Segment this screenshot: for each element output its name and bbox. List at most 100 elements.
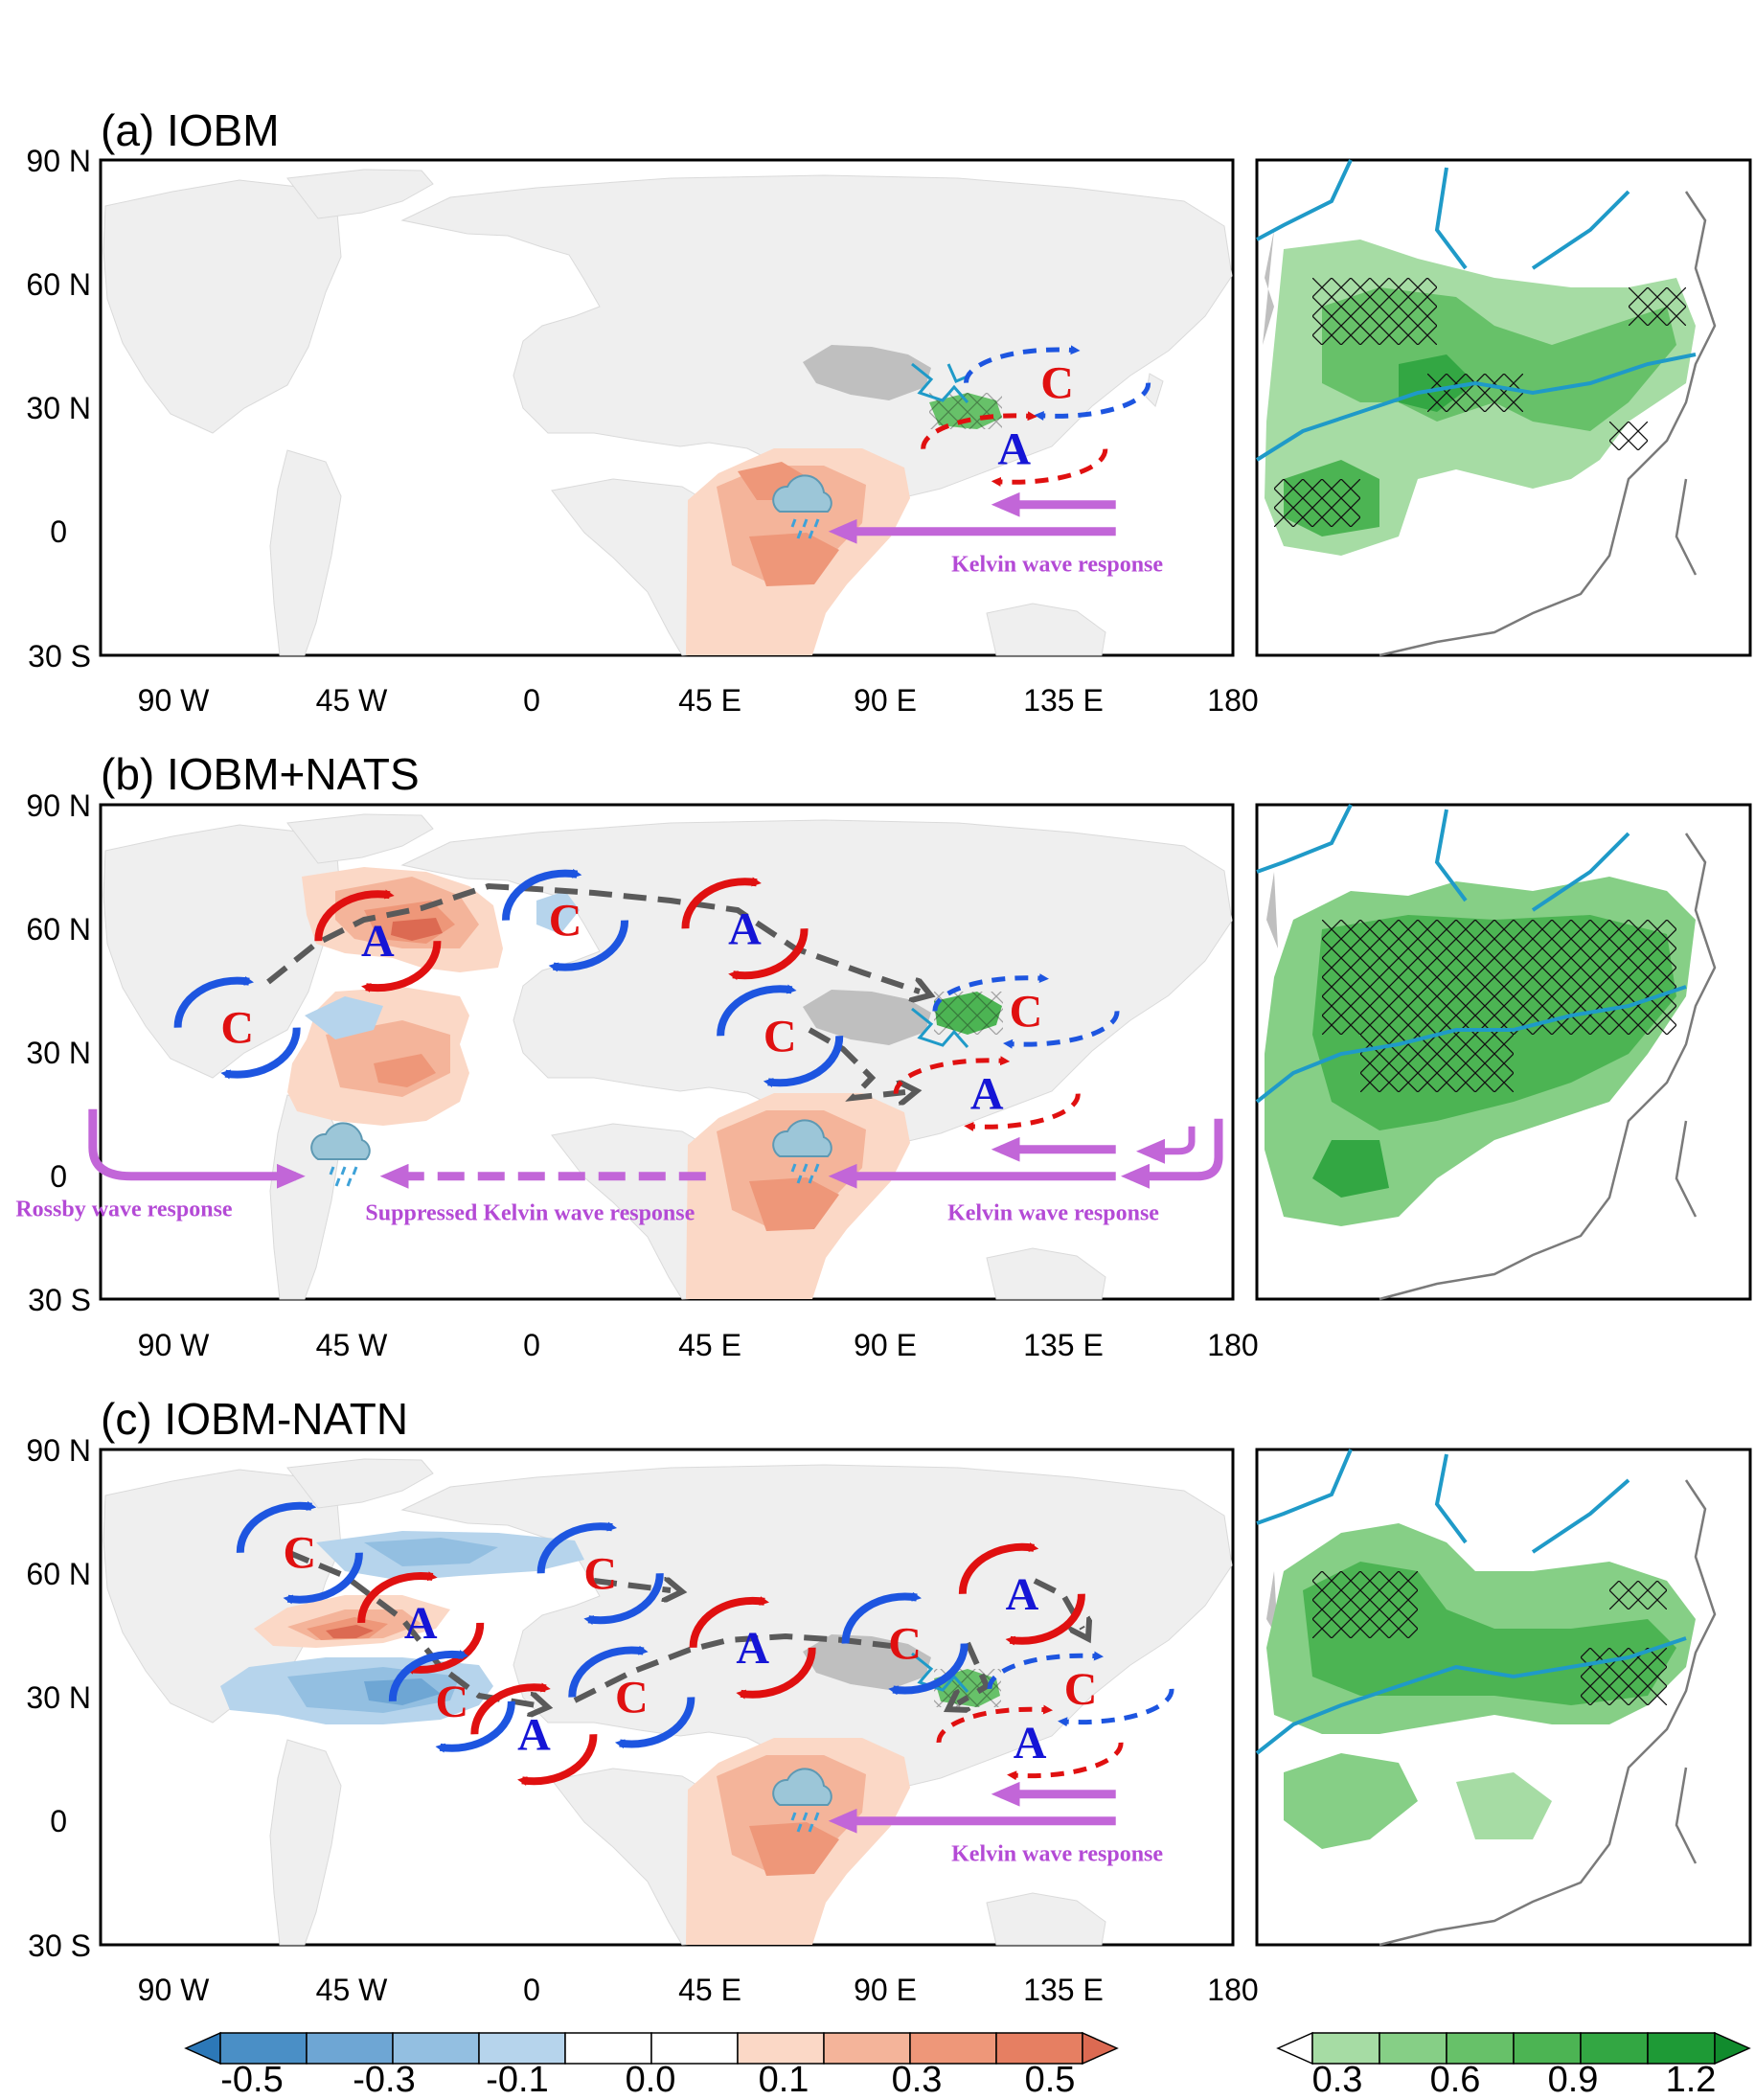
lat-tick: 60 N [26,1557,91,1591]
colorbar-swatch [478,2032,566,2065]
wave-response-arrow: Suppressed Kelvin wave response [365,1163,706,1226]
lon-tick: 135 E [1023,1328,1104,1362]
wave-response-arrow [1121,1118,1223,1189]
circulation-anticyclone: A [958,1542,1085,1646]
circulation-label: C [1040,358,1074,409]
colorbar-swatch [306,2032,394,2065]
colorbar-swatch [1446,2032,1515,2065]
circulation-label: C [583,1548,617,1599]
colorbar-swatch [1647,2032,1716,2065]
wave-response-arrow: Kelvin wave response [828,1781,1163,1866]
circulation-label: A [1006,1569,1039,1620]
regional-map [1255,1448,1752,1947]
lat-axis: 90 N 60 N 30 N 0 30 S [26,144,91,673]
lat-tick: 90 N [26,144,91,178]
wave-response-arrow: Kelvin wave response [828,1136,1159,1226]
rotation-arrow [1005,1593,1085,1646]
wave-label: Kelvin wave response [951,552,1163,577]
circulation-cyclone: C [932,973,1120,1049]
rotation-arrow [958,1542,1039,1594]
rotation-arrow [932,973,1049,1012]
colorbar-swatch [1580,2032,1649,2065]
rotation-arrow [987,1651,1105,1690]
rotation-arrow [517,1734,598,1786]
circulation-label: A [404,1598,438,1649]
land-mask [103,813,1233,1300]
colorbar-extend-low [1276,2031,1313,2066]
lat-tick: 0 [50,1804,67,1838]
panel-c: (c) IOBM-NATN [26,1394,1752,2007]
lon-tick: 90 W [138,683,210,718]
circulation-label: A [970,1069,1004,1120]
lat-tick: 30 S [28,1929,91,1963]
circulation-cyclone: C [964,345,1151,421]
circulation-label: C [284,1528,317,1579]
colorbar-swatches [1276,2031,1751,2066]
circulation-cyclone: C [841,1591,969,1696]
wave-response-arrow: Rossby wave response [15,1108,306,1221]
colorbar-swatch [1311,2032,1380,2065]
colorbar-swatch [650,2032,739,2065]
precip-colorbar: 0.3 0.6 0.9 1.2 [1276,2031,1751,2100]
rotation-arrow [964,345,1081,383]
circulation-cyclone: C [717,984,844,1087]
lat-tick: 30 N [26,1680,91,1715]
panel-b: (b) IOBM+NATS [15,749,1752,1362]
colorbar-extend-low [184,2031,221,2066]
rotation-arrow [357,1571,438,1624]
rotation-arrow [314,889,395,942]
wave-response-arrow [1136,1126,1196,1164]
rotation-arrow [548,920,629,972]
lat-tick: 90 N [26,788,91,823]
rotation-arrow [435,1701,515,1753]
circulation-label: C [1064,1664,1098,1715]
colorbar-label: -0.5 [220,2060,283,2100]
lat-tick: 0 [50,514,67,549]
tibetan-plateau [803,990,931,1045]
colorbar-extend-high [1714,2031,1751,2066]
rotation-arrow [1007,1742,1124,1781]
lon-tick: 90 W [138,1328,210,1362]
lon-tick: 90 W [138,1973,210,2007]
lon-tick: 45 W [316,1973,388,2007]
rotation-arrow [964,1093,1081,1131]
circulation-label: A [997,424,1031,475]
circulation-label: C [1010,986,1043,1037]
rotation-arrow [470,1682,551,1735]
wave-arrows: Kelvin wave response [828,491,1163,577]
rotation-arrow [220,1027,301,1080]
rotation-arrow [681,877,762,929]
sst-anomaly [287,867,910,1299]
circulation-anticyclone: A [681,877,809,980]
rotation-arrow [283,1552,363,1605]
lon-tick: 0 [523,1328,540,1362]
rotation-arrow [841,1591,922,1644]
lon-tick: 90 E [854,1328,917,1362]
lon-tick: 0 [523,683,540,718]
lat-tick: 60 N [26,912,91,947]
colorbar-labels: -0.5 -0.3 -0.1 0.0 0.1 0.3 0.5 [220,2060,1075,2100]
rotation-arrow [1034,382,1151,421]
tibetan-plateau [803,1634,931,1690]
circulation-label: C [220,1003,254,1054]
rotation-arrow [536,1521,618,1574]
wave-train-path [266,882,920,1098]
panel-title: (a) IOBM [101,105,280,155]
circulation-label: C [888,1618,922,1669]
panel-title: (c) IOBM-NATN [101,1394,408,1444]
colorbar-label: 0.3 [892,2060,943,2100]
circulation-anticyclone: A [470,1682,598,1786]
lat-axis: 90 N 60 N 30 N 0 30 S [26,1433,91,1963]
lat-tick: 60 N [26,267,91,302]
circulation-label: A [736,1623,769,1674]
rotation-arrow [1058,1688,1174,1727]
wave-label: Rossby wave response [15,1197,233,1221]
wave-label: Kelvin wave response [951,1841,1163,1866]
colorbar-label: -0.3 [353,2060,415,2100]
rotation-arrow [568,1645,649,1698]
lon-tick: 135 E [1023,1973,1104,2007]
circulation-centers: ACC AC CA [173,868,1120,1131]
rotation-arrow [888,1643,969,1696]
